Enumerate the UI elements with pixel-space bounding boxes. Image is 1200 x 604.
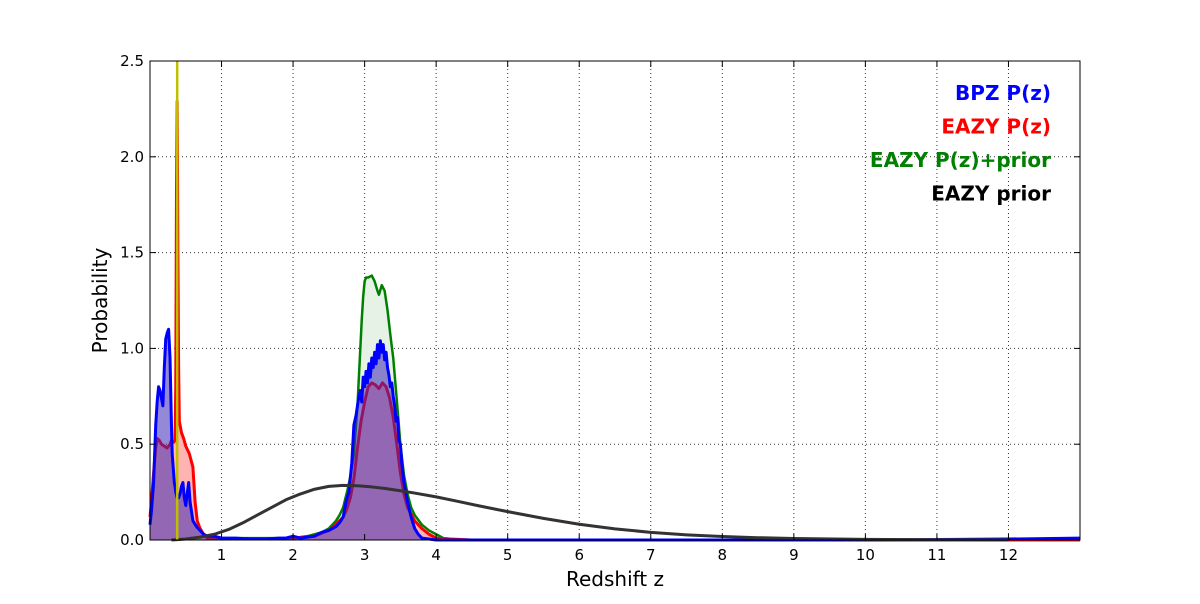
x-tick-label-3: 4 xyxy=(431,546,441,564)
x-tick-label-9: 10 xyxy=(856,546,875,564)
y-axis-label: Probability xyxy=(88,247,112,353)
x-tick-label-2: 3 xyxy=(360,546,370,564)
y-tick-label-1: 0.5 xyxy=(120,435,144,453)
y-tick-label-5: 2.5 xyxy=(120,52,144,70)
x-tick-label-4: 5 xyxy=(503,546,513,564)
y-tick-label-2: 1.0 xyxy=(120,339,144,357)
x-tick-label-7: 8 xyxy=(718,546,728,564)
y-tick-label-3: 1.5 xyxy=(120,244,144,262)
y-tick-label-0: 0.0 xyxy=(120,531,144,549)
legend-entry-2: EAZY P(z)+prior xyxy=(870,148,1051,172)
axis-ticks: 1 2 3 4 5 6 7 8 9 10 11 120.00.51.01.52.02.5 xyxy=(120,52,1080,564)
series-layer xyxy=(148,61,1081,542)
legend-entry-1: EAZY P(z) xyxy=(941,115,1051,139)
x-tick-label-10: 11 xyxy=(927,546,946,564)
plot-background xyxy=(150,61,1080,540)
x-tick-label-1: 2 xyxy=(288,546,298,564)
x-tick-label-8: 9 xyxy=(789,546,799,564)
x-tick-label-5: 6 xyxy=(574,546,584,564)
x-tick-label-6: 7 xyxy=(646,546,656,564)
x-tick-label-11: 12 xyxy=(999,546,1018,564)
series-2-line xyxy=(148,327,1081,542)
series-3-line xyxy=(171,483,1009,542)
plot-frame xyxy=(149,60,1081,541)
x-tick-label-0: 1 xyxy=(217,546,227,564)
legend-entry-0: BPZ P(z) xyxy=(955,81,1051,105)
y-tick-label-4: 2.0 xyxy=(120,148,144,166)
legend: BPZ P(z) EAZY P(z) EAZY P(z)+prior EAZY pri… xyxy=(870,81,1051,206)
legend-entry-3: EAZY prior xyxy=(931,182,1051,206)
x-axis-label: Redshift z xyxy=(566,567,664,591)
